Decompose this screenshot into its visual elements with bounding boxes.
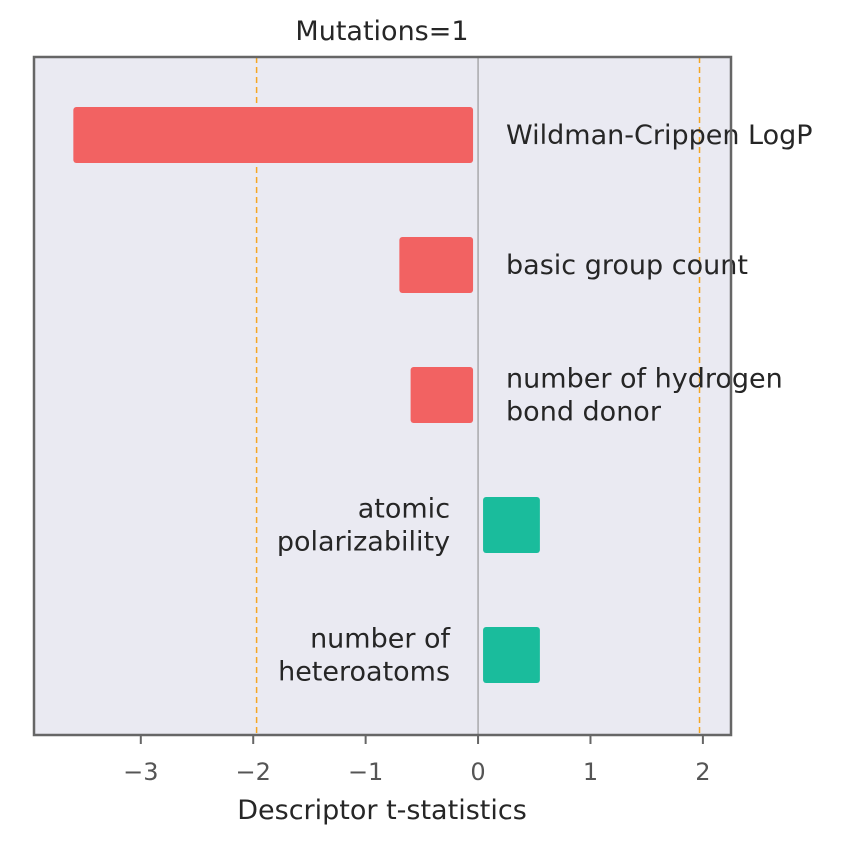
bars — [73, 107, 540, 683]
bar-label-0-line-0: Wildman-Crippen LogP — [506, 120, 813, 151]
bar-label-3-line-1: polarizability — [277, 527, 450, 558]
x-axis-ticks: −3 −2 −1 0 1 2 — [123, 735, 711, 786]
bar-4 — [483, 627, 540, 683]
bar-2 — [410, 367, 474, 423]
bar-label-1-line-0: basic group count — [506, 250, 748, 281]
bar-label-2: number of hydrogen bond donor — [506, 364, 783, 428]
plot-frame — [32, 55, 733, 737]
bar-labels: Wildman-Crippen LogP basic group count num… — [277, 120, 813, 688]
reference-lines — [255, 57, 701, 735]
bar-label-1: basic group count — [506, 250, 748, 281]
bar-label-4-line-1: heteroatoms — [278, 657, 450, 688]
x-tick-label-0: −3 — [123, 758, 158, 786]
bar-0 — [73, 107, 474, 163]
x-tick-label-4: 1 — [583, 758, 598, 786]
bar-label-0: Wildman-Crippen LogP — [506, 120, 813, 151]
bar-label-4-line-0: number of — [310, 624, 451, 655]
bar-label-3: atomic polarizability — [277, 494, 450, 558]
x-tick-label-5: 2 — [695, 758, 710, 786]
bar-3 — [483, 497, 540, 553]
chart-title: Mutations=1 — [295, 16, 468, 47]
bar-label-3-line-0: atomic — [358, 494, 450, 525]
x-tick-label-2: −1 — [348, 758, 383, 786]
plot-background — [34, 57, 731, 735]
x-axis-label: Descriptor t-statistics — [237, 795, 527, 826]
bar-label-4: number of heteroatoms — [278, 624, 451, 688]
bar-label-2-line-1: bond donor — [506, 397, 662, 428]
x-tick-label-1: −2 — [236, 758, 271, 786]
x-tick-label-3: 0 — [470, 758, 485, 786]
bar-1 — [399, 237, 474, 293]
bar-label-2-line-0: number of hydrogen — [506, 364, 783, 395]
